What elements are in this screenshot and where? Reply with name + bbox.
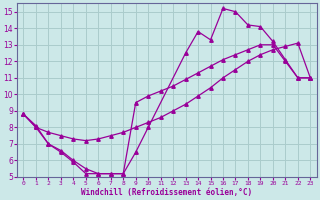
X-axis label: Windchill (Refroidissement éolien,°C): Windchill (Refroidissement éolien,°C) xyxy=(81,188,252,197)
